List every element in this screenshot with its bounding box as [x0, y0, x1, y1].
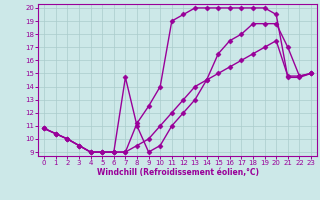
X-axis label: Windchill (Refroidissement éolien,°C): Windchill (Refroidissement éolien,°C)	[97, 168, 259, 177]
